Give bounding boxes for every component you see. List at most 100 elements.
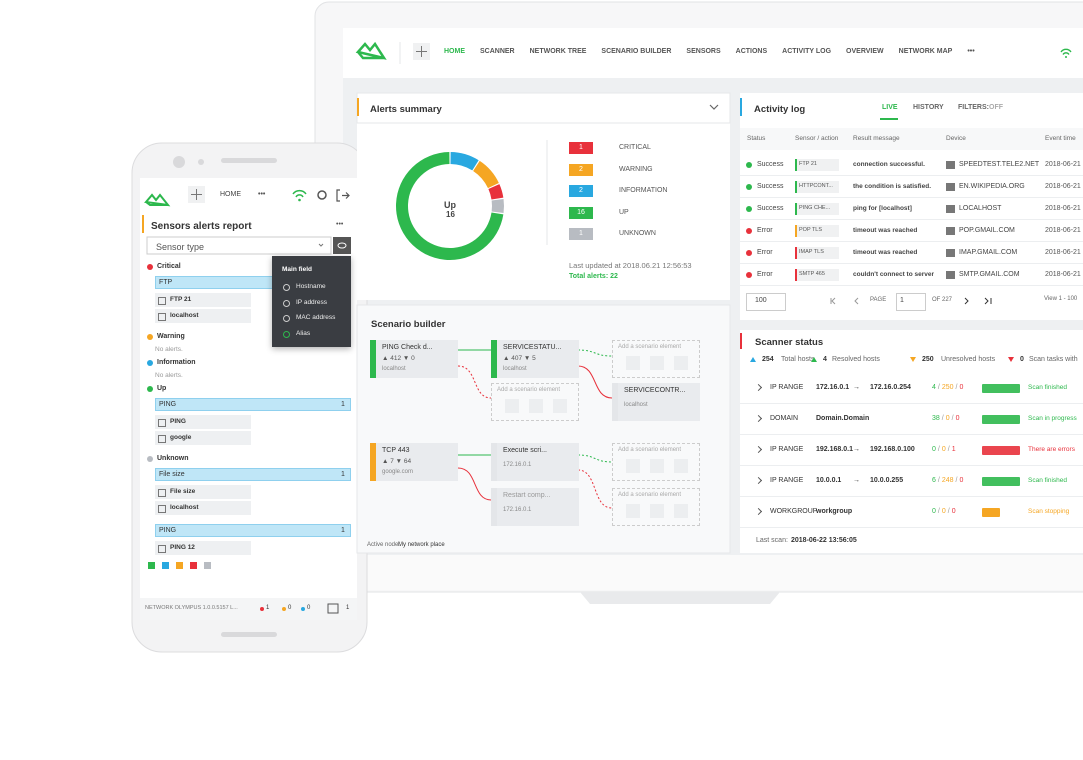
event-time: 2018-06-21 xyxy=(1045,161,1081,168)
radio[interactable] xyxy=(283,315,290,322)
page-size xyxy=(746,293,786,311)
separator: / xyxy=(937,384,940,391)
total-alerts: Total alerts: 22 xyxy=(569,273,618,280)
menu-title: Main field xyxy=(282,266,312,273)
legend-label: WARNING xyxy=(619,165,653,173)
footer-value: My network place xyxy=(398,542,445,548)
placeholder-text: Add a scenario element xyxy=(497,387,561,393)
target-type: IP RANGE xyxy=(770,477,804,484)
group-dot xyxy=(147,264,153,270)
legend-badge: 1 xyxy=(569,228,593,240)
pager-arrows xyxy=(830,297,992,305)
nav-item[interactable]: HOME xyxy=(444,48,465,55)
host-count: 0 xyxy=(941,508,946,515)
sensor-chip xyxy=(795,159,839,171)
radio[interactable] xyxy=(283,284,290,291)
summary-value: 250 xyxy=(922,356,934,363)
menu-option: IP address xyxy=(296,298,327,306)
column-header: Status xyxy=(747,135,766,142)
group-name: Unknown xyxy=(157,455,189,462)
row-divider xyxy=(740,527,1083,528)
detail-bg xyxy=(155,501,251,515)
placeholder-icon xyxy=(529,399,543,413)
footer-label: Active node: xyxy=(367,542,401,548)
host-counts: 6/248/0 xyxy=(932,477,963,484)
legend-badge: 2 xyxy=(569,185,593,197)
host-count: 0 xyxy=(941,446,946,453)
scenario-node xyxy=(491,443,579,481)
node-host: 172.16.0.1 xyxy=(503,462,532,468)
sensor: POP TLS xyxy=(799,227,823,233)
summary-label: Scan tasks with xyxy=(1029,356,1078,363)
nav-more: ••• xyxy=(967,48,975,55)
last-scan-label: Last scan: xyxy=(756,537,788,544)
placeholder-icon xyxy=(674,504,688,518)
legend-badge: 2 xyxy=(569,163,593,176)
node-host: localhost xyxy=(382,366,406,372)
nav-item[interactable]: SENSORS xyxy=(686,48,721,55)
device: SPEEDTEST.TELE2.NET xyxy=(959,161,1040,168)
detail-bg xyxy=(155,485,251,499)
nav-item[interactable]: SCENARIO BUILDER xyxy=(601,48,672,55)
placeholder-text: Add a scenario element xyxy=(618,447,682,453)
event-time: 2018-06-21 xyxy=(1045,271,1081,278)
placeholder xyxy=(491,383,579,421)
status-dot xyxy=(746,206,752,212)
nav-item[interactable]: ACTIVITY LOG xyxy=(782,48,832,55)
column-header: Sensor / action xyxy=(795,135,839,142)
node-host: localhost xyxy=(503,366,527,372)
footer-count: 1 xyxy=(346,605,350,611)
group-name: Up xyxy=(157,385,167,392)
nav-item[interactable]: SCANNER xyxy=(480,48,515,55)
separator: / xyxy=(937,508,940,515)
detail-text: localhost xyxy=(170,312,199,319)
device: SMTP.GMAIL.COM xyxy=(959,271,1020,278)
radio[interactable] xyxy=(283,299,290,307)
group-dot xyxy=(147,456,153,462)
device-icon xyxy=(946,161,955,169)
separator: / xyxy=(937,477,940,484)
target-type: WORKGROUP xyxy=(770,508,818,515)
detail-bg xyxy=(155,541,251,555)
nav-item[interactable]: NETWORK MAP xyxy=(898,48,953,55)
placeholder-text: Add a scenario element xyxy=(618,492,682,498)
phone-nav[interactable]: HOME xyxy=(220,191,241,198)
nav-item[interactable]: OVERVIEW xyxy=(846,48,884,55)
tab[interactable]: HISTORY xyxy=(913,104,944,111)
last-scan: 2018-06-22 13:56:05 xyxy=(791,537,857,544)
status: Error xyxy=(757,227,773,234)
target-to: 192.168.0.100 xyxy=(870,446,915,453)
column-header: Event time xyxy=(1045,135,1076,142)
entry-count: 1 xyxy=(341,471,345,478)
message: timeout was reached xyxy=(853,249,918,256)
group-name: Information xyxy=(157,359,196,366)
entry-name: File size xyxy=(159,471,185,478)
radio[interactable] xyxy=(283,330,290,338)
top-nav: HOME SCANNER NETWORK TREE SCENARIO BUILDER S… xyxy=(444,48,975,55)
nav-item[interactable]: NETWORK TREE xyxy=(529,48,587,55)
placeholder xyxy=(612,340,700,378)
tab[interactable]: LIVE xyxy=(882,104,898,111)
phone-select[interactable]: Sensor type xyxy=(156,242,205,252)
node-title: Execute scri... xyxy=(503,447,547,454)
detail-bg xyxy=(155,415,251,429)
device-icon xyxy=(946,227,955,235)
node-host: 172.16.0.1 xyxy=(503,507,532,513)
group-empty: No alerts. xyxy=(155,372,183,379)
host-count: 0 xyxy=(951,508,956,515)
donut-label: Up xyxy=(444,200,456,210)
legend-badge: 1 xyxy=(569,142,593,154)
scenario-node xyxy=(370,443,458,481)
panel-title: Scanner status xyxy=(755,337,824,348)
page-input xyxy=(896,293,926,311)
phone-version: NETWORK OLYMPUS 1.0.0.5157 L... xyxy=(145,605,238,611)
nav-item[interactable]: ACTIONS xyxy=(735,48,768,55)
entry-bar xyxy=(155,398,351,411)
separator: / xyxy=(941,415,944,422)
message: connection successful. xyxy=(853,161,925,168)
detail-icon xyxy=(158,419,166,427)
host-count: 0 xyxy=(959,384,964,391)
scan-status: Scan finished xyxy=(1028,477,1068,484)
detail-icon xyxy=(158,489,166,497)
